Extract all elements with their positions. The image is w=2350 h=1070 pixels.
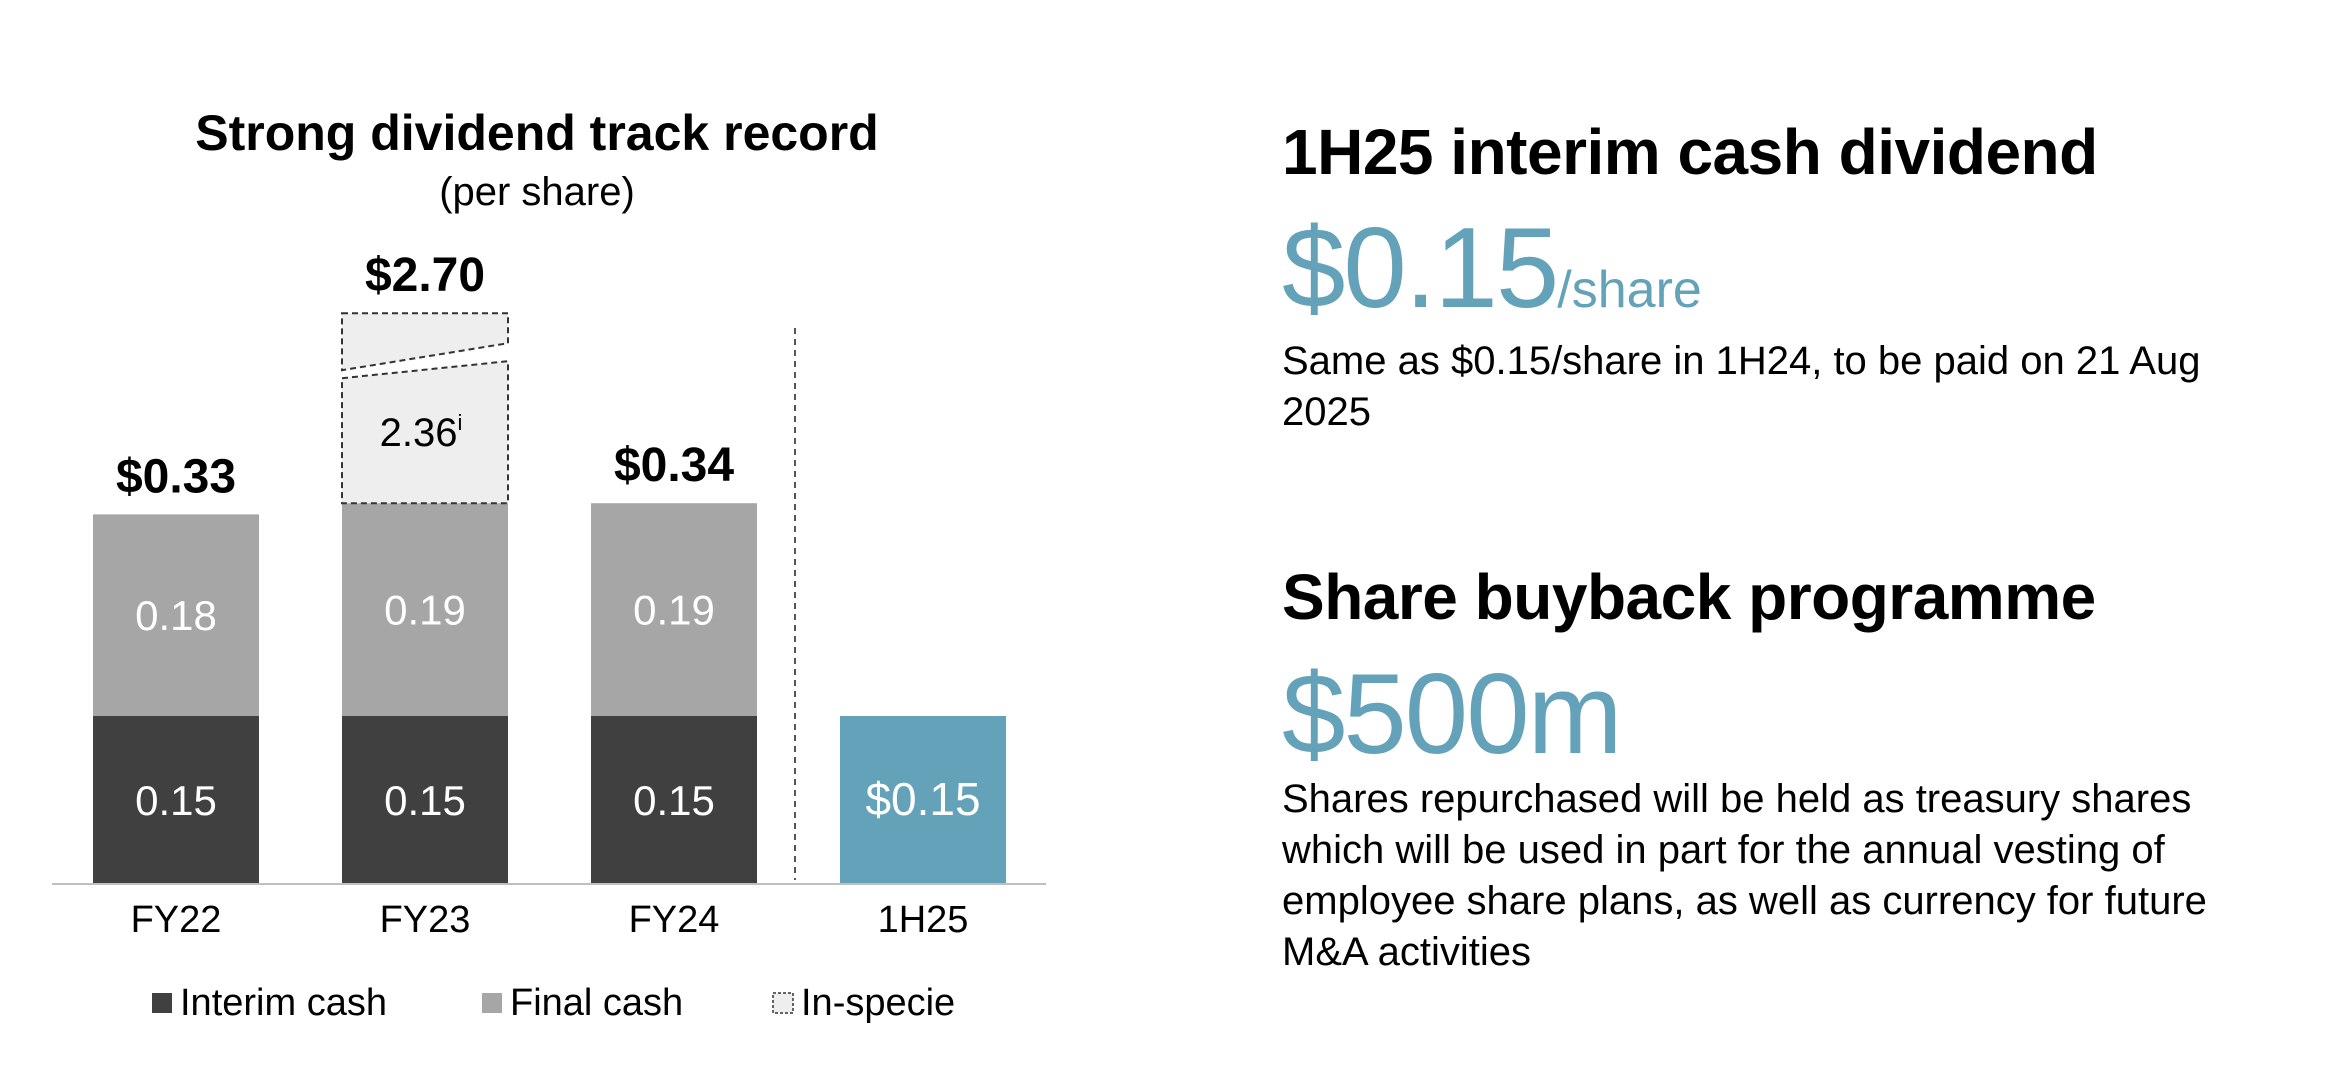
bar-FY23-interim (342, 716, 508, 884)
dividend-title: 1H25 interim cash dividend (1282, 116, 2098, 188)
chart-subtitle: (per share) (439, 170, 635, 214)
dividend-description: Same as $0.15/share in 1H24, to be paid … (1282, 339, 2201, 434)
bar-FY22-final (93, 514, 259, 716)
in-specie-lower (341, 360, 509, 505)
bar-label-FY22-interim: 0.15 (135, 777, 217, 824)
labels-layer: 0.15 0.18 $0.33 FY22 0.15 0.19 2.36i $2.70 FY23 0… (116, 249, 981, 941)
buyback-title: Share buyback programme (1282, 561, 2096, 633)
bar-label-1H25-interim: $0.15 (865, 773, 980, 825)
bar-FY22-interim (93, 716, 259, 884)
buyback-value: $500m (1282, 651, 1623, 778)
bar-label-FY23-final: 0.19 (384, 587, 466, 634)
buyback-amount: $500m (1282, 658, 1623, 772)
dividend-unit: /share (1557, 261, 1702, 319)
dividend-chart: Strong dividend track record (per share)… (52, 105, 1046, 1024)
legend-swatch-2 (772, 992, 794, 1014)
x-tick-1H25: 1H25 (878, 899, 969, 941)
total-label-FY22: $0.33 (116, 450, 236, 503)
bar-1H25-highlight (840, 716, 1006, 884)
total-label-FY23: $2.70 (365, 249, 485, 302)
legend-swatch-1 (482, 993, 502, 1013)
x-tick-FY22: FY22 (131, 899, 222, 941)
bar-label-FY22-final: 0.18 (135, 592, 217, 639)
x-tick-FY23: FY23 (380, 899, 471, 941)
legend-label-2: In-specie (801, 982, 955, 1024)
bar-label-FY24-final: 0.19 (633, 587, 715, 634)
bar-FY23-in-specie (341, 312, 509, 505)
dividend-amount: $0.15/share (1282, 212, 1702, 326)
bar-FY24-final (591, 503, 757, 716)
legend-label-0: Interim cash (180, 982, 387, 1024)
buyback-description: Shares repurchased will be held as treas… (1282, 777, 2207, 974)
chart-title: Strong dividend track record (195, 105, 878, 161)
bar-FY23-final (342, 503, 508, 716)
bar-label-FY24-interim: 0.15 (633, 777, 715, 824)
chart-legend: Interim cash Final cash In-specie (152, 982, 955, 1024)
bars-layer (93, 312, 1006, 884)
total-label-FY24: $0.34 (614, 439, 734, 492)
dividend-value: $0.15 (1282, 205, 1559, 332)
legend-label-1: Final cash (510, 982, 683, 1024)
bar-label-FY23-interim: 0.15 (384, 777, 466, 824)
bar-FY24-interim (591, 716, 757, 884)
in-specie-upper (341, 312, 509, 372)
legend-swatch-0 (152, 993, 172, 1013)
bar-label-FY23-in-specie: 2.36i (380, 410, 463, 455)
x-tick-FY24: FY24 (629, 899, 720, 941)
